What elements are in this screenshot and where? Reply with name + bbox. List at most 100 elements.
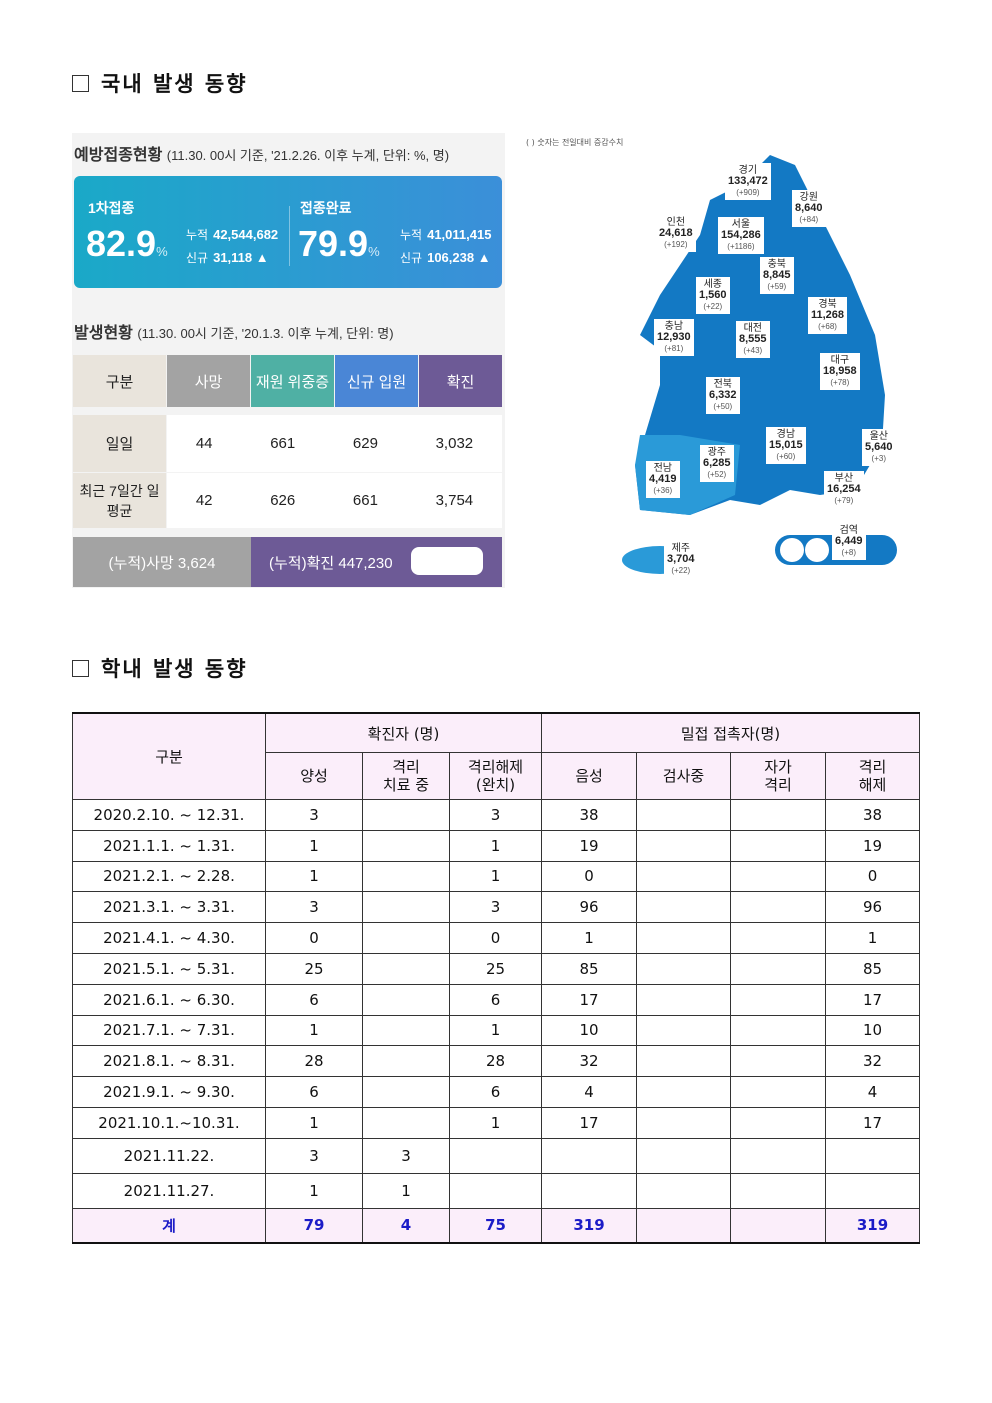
region-total: 4,419 (649, 473, 677, 485)
table-cell (825, 1137, 920, 1174)
row-period: 2021.8.1. ~ 8.31. (72, 1045, 266, 1078)
cell: 626 (270, 492, 296, 509)
region-name: 전남 (653, 463, 672, 474)
row-period: 2021.9.1. ~ 9.30. (72, 1076, 266, 1108)
full-dose-pct: 79.9% (298, 222, 380, 274)
table-cell (730, 1137, 826, 1174)
region-name: 경기 (738, 165, 758, 176)
table-cell: 19 (825, 829, 920, 862)
row-period: 2021.1.1. ~ 1.31. (72, 829, 266, 862)
region-total: 24,618 (659, 227, 693, 239)
table-cell (636, 860, 731, 893)
table-cell: 3 (449, 799, 542, 831)
row-period: 2020.2.10. ~ 12.31. (72, 799, 266, 831)
row-label: 최근 7일간 일평균 (73, 473, 166, 528)
pct-unit: % (156, 244, 168, 259)
region-name: 광주 (707, 447, 726, 458)
status-header: 확진 (419, 355, 502, 407)
region-label-8: 대전 8,555 (+43) (736, 321, 770, 358)
table-cell: 1 (449, 1014, 542, 1047)
region-delta: (+1186) (727, 242, 755, 251)
airplane-icon (780, 538, 804, 562)
full-cum: 누적 41,011,415 (400, 226, 491, 243)
region-label-6: 경북 11,268 (+68) (808, 297, 848, 334)
vaccination-title: 예방접종현황 (11.30. 00시 기준, '21.2.26. 이후 누계, … (74, 141, 449, 165)
table-cell (730, 922, 826, 954)
region-name: 경북 (818, 299, 837, 310)
subheader-cell: 격리 치료 중 (362, 752, 450, 800)
table-cell: 6 (449, 1076, 542, 1108)
section-domestic-heading: 국내 발생 동향 (72, 68, 248, 98)
title-text: 발생현황 (74, 325, 133, 342)
row-period: 2021.6.1. ~ 6.30. (72, 983, 266, 1016)
region-delta: (+22) (703, 302, 723, 311)
header-category: 구분 (72, 712, 266, 800)
cell: 42 (195, 492, 213, 509)
k: 누적 (400, 228, 423, 242)
row-period: 2021.2.1. ~ 2.28. (72, 860, 266, 893)
checkbox-icon (72, 74, 89, 92)
total-row: 계 79 4 75 319 319 (72, 1207, 920, 1244)
region-label-3: 서울 154,286 (+1186) (718, 217, 764, 254)
subtitle-text: (11.30. 00시 기준, '21.2.26. 이후 누계, 단위: %, … (166, 148, 450, 163)
table-row: 2021.7.1. ~ 7.31. 1 1 10 10 (72, 1014, 920, 1047)
region-total: 5,640 (865, 441, 893, 453)
row-period: 2021.11.27. (72, 1172, 266, 1209)
table-cell: 4 (825, 1076, 920, 1108)
table-cell (636, 1076, 731, 1108)
table-cell (730, 891, 826, 924)
k: 신규 (400, 251, 423, 265)
region-name: 서울 (731, 219, 751, 230)
status-header: 재원 위중증 (251, 355, 334, 407)
table-cell: 3 (362, 1137, 450, 1174)
table-row: 2021.6.1. ~ 6.30. 6 6 17 17 (72, 983, 920, 1016)
table-cell: 1 (449, 860, 542, 893)
status-row: 42 626 661 3,754 (167, 473, 502, 528)
table-row: 2021.8.1. ~ 8.31. 28 28 32 32 (72, 1045, 920, 1078)
table-cell (730, 829, 826, 862)
region-name: 충남 (664, 321, 684, 332)
region-total: 8,640 (795, 202, 823, 214)
table-cell (449, 1172, 542, 1209)
k: 신규 (186, 251, 209, 265)
region-total: 6,332 (709, 389, 737, 401)
table-cell: 85 (825, 952, 920, 985)
total-cell: 319 (541, 1207, 637, 1244)
region-label-7: 충남 12,930 (+81) (654, 319, 694, 356)
k: 누적 (186, 228, 209, 242)
table-cell: 25 (449, 952, 542, 985)
divider (289, 206, 290, 266)
subheader-cell: 자가 격리 (730, 752, 826, 800)
table-row: 2020.2.10. ~ 12.31. 3 3 38 38 (72, 799, 920, 831)
table-cell: 0 (825, 860, 920, 893)
region-name: 대구 (830, 355, 850, 366)
table-cell (730, 1076, 826, 1108)
region-total: 154,286 (721, 229, 761, 241)
table-cell: 1 (265, 1014, 363, 1047)
blank-pill (411, 547, 483, 575)
table-row: 2021.11.27. 1 1 (72, 1172, 920, 1209)
table-cell: 28 (449, 1045, 542, 1078)
table-cell: 1 (825, 922, 920, 954)
table-cell (362, 1106, 450, 1139)
table-cell (636, 1172, 731, 1209)
region-label-4: 충북 8,845 (+59) (760, 257, 794, 294)
region-name: 인천 (666, 217, 686, 228)
v: 106,238 ▲ (427, 250, 491, 265)
table-cell (636, 952, 731, 985)
table-cell: 1 (362, 1172, 450, 1209)
table-cell: 10 (825, 1014, 920, 1047)
region-delta: (+909) (736, 188, 760, 197)
table-cell: 0 (541, 860, 637, 893)
region-name: 충북 (767, 259, 786, 270)
table-cell (636, 799, 731, 831)
table-cell (541, 1137, 637, 1174)
vaccination-status-panel: 예방접종현황 (11.30. 00시 기준, '21.2.26. 이후 누계, … (72, 133, 505, 588)
table-cell (362, 829, 450, 862)
table-cell: 3 (449, 891, 542, 924)
vaccination-card: 1차접종 82.9% 누적 42,544,682 신규 31,118 ▲ 접종완료 … (74, 176, 502, 288)
table-cell (730, 1014, 826, 1047)
region-total: 8,555 (739, 333, 767, 345)
total-cell: 계 (72, 1207, 266, 1244)
